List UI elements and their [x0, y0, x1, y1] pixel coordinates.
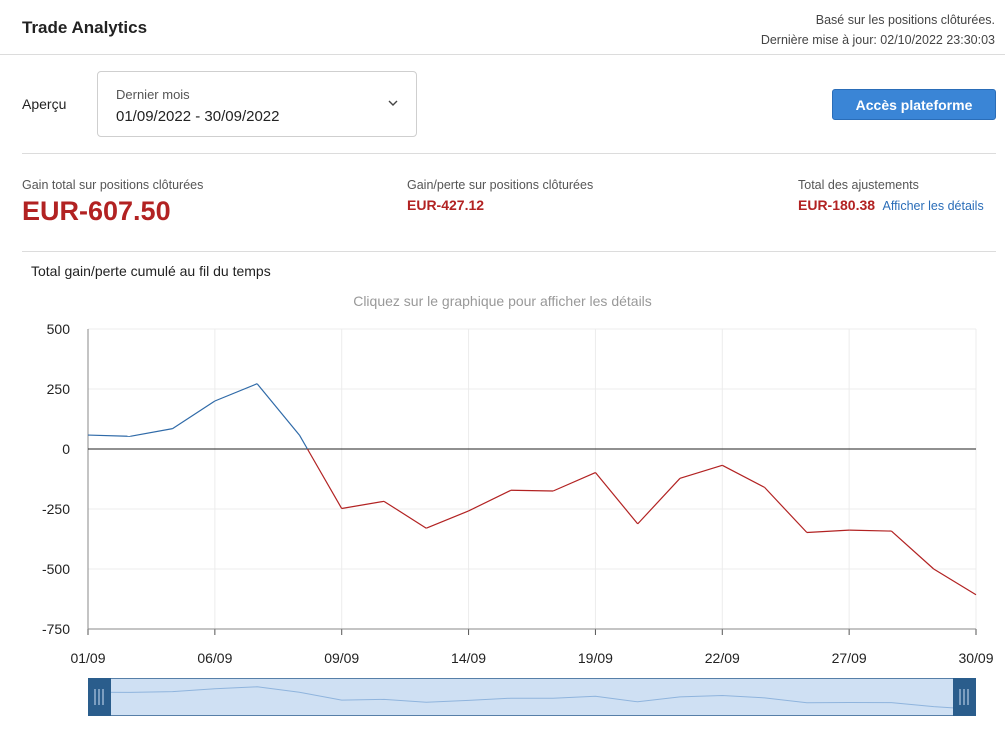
y-tick-label: -250 — [42, 501, 70, 517]
show-details-link[interactable]: Afficher les détails — [882, 199, 984, 213]
navigator-series-line — [88, 686, 976, 710]
series-segment — [383, 500, 427, 529]
overview-label: Aperçu — [22, 96, 67, 112]
x-tick-label: 30/09 — [958, 650, 993, 666]
series-segment — [87, 434, 131, 437]
series-segment — [468, 489, 512, 512]
period-range: 01/09/2022 - 30/09/2022 — [116, 108, 280, 125]
basis-note: Basé sur les positions clôturées. — [815, 13, 995, 27]
x-tick-label: 14/09 — [451, 650, 486, 666]
series-segment — [594, 472, 639, 525]
y-tick-label: -500 — [42, 561, 70, 577]
series-segment — [306, 448, 343, 509]
series-segment — [637, 477, 681, 525]
series-segment — [341, 500, 385, 510]
divider — [22, 153, 996, 154]
closed-pl-label: Gain/perte sur positions clôturées — [407, 178, 594, 192]
series-segment — [722, 464, 765, 488]
last-update-info: Basé sur les positions clôturées. Derniè… — [761, 10, 995, 50]
series-segment — [426, 510, 469, 529]
series-segment — [933, 568, 977, 596]
chart-range-navigator[interactable] — [88, 678, 976, 716]
divider — [22, 251, 996, 252]
series-segment — [552, 471, 596, 492]
chart-title: Total gain/perte cumulé au fil du temps — [31, 263, 271, 279]
chart-hint: Cliquez sur le graphique pour afficher l… — [353, 293, 652, 309]
series-segment — [172, 400, 216, 430]
x-tick-label: 09/09 — [324, 650, 359, 666]
y-tick-label: 250 — [47, 381, 71, 397]
app-title: Trade Analytics — [22, 18, 148, 37]
series-segment — [214, 383, 258, 402]
series-segment — [510, 489, 554, 492]
adjustments-value: EUR-180.38 — [798, 197, 876, 213]
series-segment — [130, 428, 173, 437]
period-name: Dernier mois — [116, 87, 190, 102]
total-gain-stat: Gain total sur positions clôturées EUR-6… — [22, 178, 203, 227]
x-tick-label: 01/09 — [70, 650, 105, 666]
last-update-timestamp: Dernière mise à jour: 02/10/2022 23:30:0… — [760, 33, 995, 47]
platform-access-button[interactable]: Accès plateforme — [832, 89, 996, 120]
series-segment — [806, 529, 850, 534]
series-segment — [256, 383, 300, 436]
adjustments-label: Total des ajustements — [798, 178, 919, 192]
series-segment — [764, 486, 808, 533]
adjustments-stat: Total des ajustements EUR-180.38 Affiche… — [798, 178, 984, 215]
x-tick-label: 06/09 — [197, 650, 232, 666]
y-tick-label: 0 — [62, 441, 70, 457]
navigator-right-handle[interactable] — [953, 678, 976, 716]
series-segment — [679, 464, 723, 479]
y-tick-label: -750 — [42, 621, 70, 637]
x-tick-label: 27/09 — [832, 650, 867, 666]
closed-pl-value: EUR-427.12 — [407, 197, 485, 213]
x-tick-label: 19/09 — [578, 650, 613, 666]
series-segment — [891, 530, 935, 570]
navigator-left-handle[interactable] — [88, 678, 111, 716]
chevron-down-icon — [388, 100, 398, 106]
x-tick-label: 22/09 — [705, 650, 740, 666]
series-segment — [298, 434, 308, 450]
total-gain-label: Gain total sur positions clôturées — [22, 178, 204, 192]
header: Trade Analytics Basé sur les positions c… — [0, 0, 1005, 55]
total-gain-value: EUR-607.50 — [22, 196, 171, 226]
navigator-selection[interactable] — [88, 678, 976, 716]
closed-pl-stat: Gain/perte sur positions clôturées EUR-4… — [407, 178, 593, 215]
series-segment — [849, 529, 892, 532]
period-select[interactable]: Dernier mois 01/09/2022 - 30/09/2022 — [97, 71, 417, 137]
y-tick-label: 500 — [47, 321, 71, 337]
